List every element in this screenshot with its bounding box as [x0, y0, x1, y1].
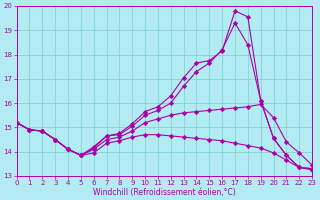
- X-axis label: Windchill (Refroidissement éolien,°C): Windchill (Refroidissement éolien,°C): [93, 188, 236, 197]
